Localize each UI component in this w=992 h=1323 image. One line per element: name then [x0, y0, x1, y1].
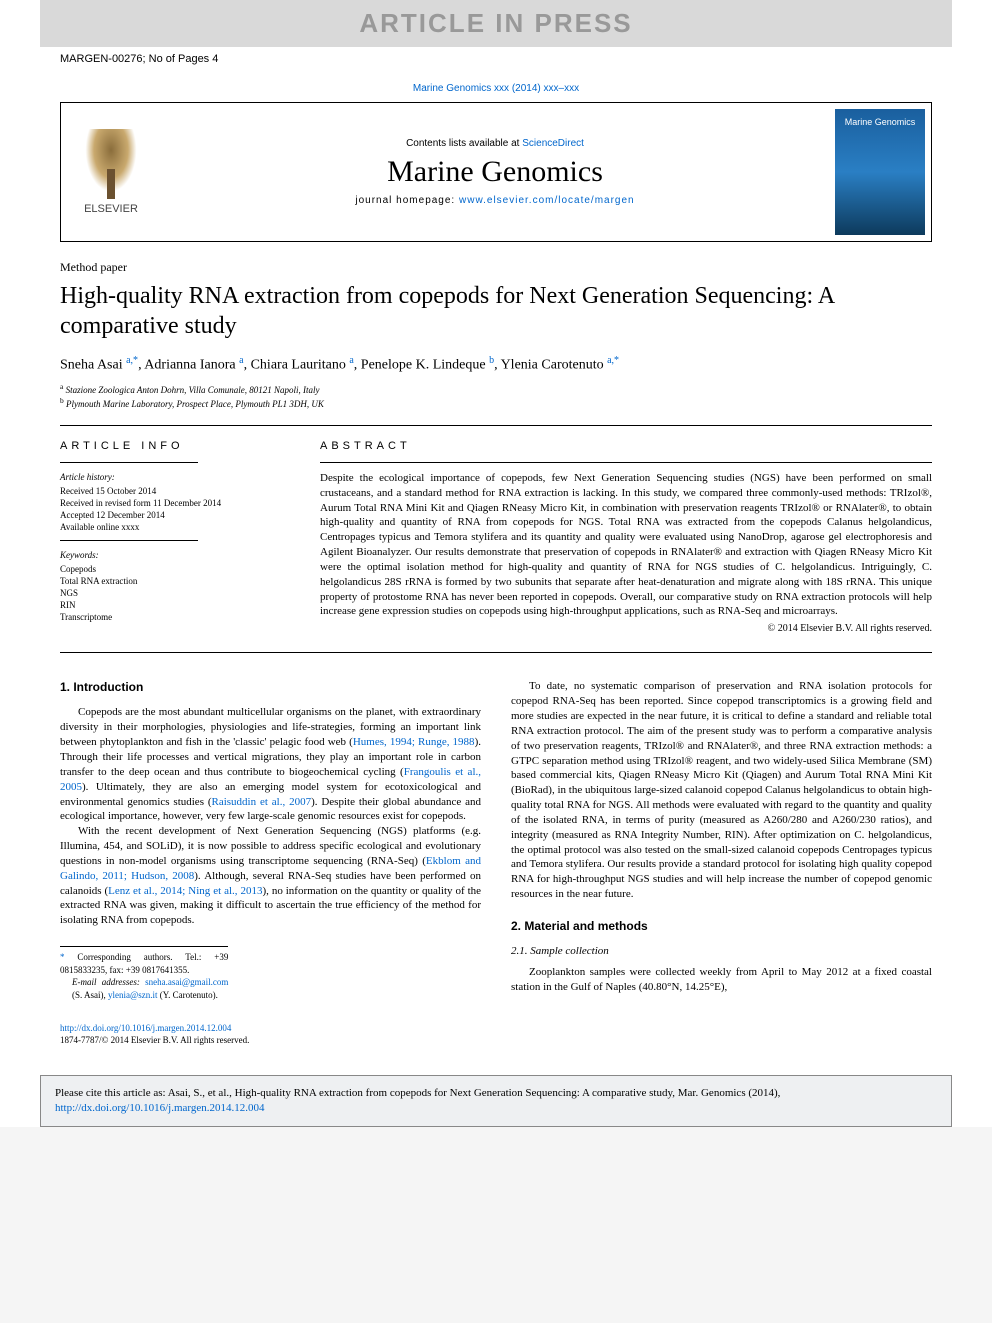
received-date: Received 15 October 2014	[60, 485, 290, 497]
journal-cover-thumbnail[interactable]: Marine Genomics	[835, 109, 925, 235]
cover-label: Marine Genomics	[845, 117, 916, 127]
contents-line: Contents lists available at ScienceDirec…	[161, 138, 829, 149]
email-link[interactable]: sneha.asai@gmail.com	[145, 977, 228, 987]
homepage-prefix: journal homepage:	[355, 195, 459, 206]
elsevier-logo[interactable]: ELSEVIER	[61, 103, 161, 241]
keyword: Copepods	[60, 563, 290, 575]
body-paragraph: With the recent development of Next Gene…	[60, 824, 481, 928]
abstract-copyright: © 2014 Elsevier B.V. All rights reserved…	[320, 623, 932, 634]
keyword: Transcriptome	[60, 611, 290, 623]
publisher-name: ELSEVIER	[84, 203, 138, 215]
keyword: Total RNA extraction	[60, 575, 290, 587]
abstract-heading: ABSTRACT	[320, 440, 932, 452]
doi-link[interactable]: http://dx.doi.org/10.1016/j.margen.2014.…	[60, 1023, 231, 1033]
article-type: Method paper	[60, 260, 932, 275]
contents-prefix: Contents lists available at	[406, 138, 522, 149]
email-link[interactable]: ylenia@szn.it	[108, 990, 158, 1000]
issn-line: 1874-7787/© 2014 Elsevier B.V. All right…	[60, 1035, 249, 1045]
authors-list: Sneha Asai a,*, Adrianna Ianora a, Chiar…	[60, 355, 932, 374]
citation-link[interactable]: Humes, 1994; Runge, 1988	[353, 736, 475, 748]
body-paragraph: Zooplankton samples were collected weekl…	[511, 965, 932, 995]
online-date: Available online xxxx	[60, 521, 290, 533]
history-label: Article history:	[60, 471, 290, 483]
article-info-column: ARTICLE INFO Article history: Received 1…	[60, 440, 290, 634]
corresponding-footnote: * Corresponding authors. Tel.: +39 08158…	[60, 946, 228, 1001]
article-in-press-banner: ARTICLE IN PRESS	[40, 0, 952, 47]
divider	[320, 462, 932, 463]
affiliations: a Stazione Zoologica Anton Dohrn, Villa …	[60, 382, 932, 411]
body-two-column: 1. Introduction Copepods are the most ab…	[60, 679, 932, 1001]
journal-header: ELSEVIER Contents lists available at Sci…	[60, 102, 932, 242]
divider	[60, 540, 198, 541]
revised-date: Received in revised form 11 December 201…	[60, 497, 290, 509]
cite-doi-link[interactable]: http://dx.doi.org/10.1016/j.margen.2014.…	[55, 1102, 265, 1114]
affiliation-b: Plymouth Marine Laboratory, Prospect Pla…	[66, 399, 324, 409]
email-name: (S. Asai),	[72, 990, 108, 1000]
accepted-date: Accepted 12 December 2014	[60, 509, 290, 521]
text-run: With the recent development of Next Gene…	[60, 825, 481, 867]
article-title: High-quality RNA extraction from copepod…	[60, 281, 932, 341]
abstract-column: ABSTRACT Despite the ecological importan…	[320, 440, 932, 634]
divider	[60, 462, 198, 463]
elsevier-tree-icon	[81, 129, 141, 199]
keyword: RIN	[60, 599, 290, 611]
citation-box: Please cite this article as: Asai, S., e…	[40, 1075, 952, 1128]
section-2-heading: 2. Material and methods	[511, 918, 932, 934]
header-center: Contents lists available at ScienceDirec…	[161, 103, 829, 241]
journal-title: Marine Genomics	[161, 155, 829, 189]
abstract-text: Despite the ecological importance of cop…	[320, 471, 932, 619]
citation-link[interactable]: Lenz et al., 2014; Ning et al., 2013	[108, 885, 262, 897]
citation-link[interactable]: Raisuddin et al., 2007	[212, 796, 312, 808]
homepage-link[interactable]: www.elsevier.com/locate/margen	[459, 195, 635, 206]
body-paragraph: To date, no systematic comparison of pre…	[511, 679, 932, 902]
corr-text: Corresponding authors. Tel.: +39 0815833…	[60, 952, 228, 975]
journal-citation-link[interactable]: Marine Genomics xxx (2014) xxx–xxx	[0, 79, 992, 98]
email-label: E-mail addresses:	[72, 977, 140, 987]
homepage-line: journal homepage: www.elsevier.com/locat…	[161, 195, 829, 206]
affiliation-a: Stazione Zoologica Anton Dohrn, Villa Co…	[66, 385, 320, 395]
keyword: NGS	[60, 587, 290, 599]
email-name: (Y. Carotenuto).	[158, 990, 218, 1000]
section-2-1-heading: 2.1. Sample collection	[511, 944, 932, 959]
cite-prefix: Please cite this article as: Asai, S., e…	[55, 1087, 780, 1099]
article-info-heading: ARTICLE INFO	[60, 440, 290, 452]
reference-code: MARGEN-00276; No of Pages 4	[0, 47, 992, 79]
keywords-label: Keywords:	[60, 549, 290, 561]
doi-block: http://dx.doi.org/10.1016/j.margen.2014.…	[60, 1022, 932, 1047]
section-1-heading: 1. Introduction	[60, 679, 481, 695]
body-paragraph: Copepods are the most abundant multicell…	[60, 705, 481, 824]
sciencedirect-link[interactable]: ScienceDirect	[522, 138, 584, 149]
